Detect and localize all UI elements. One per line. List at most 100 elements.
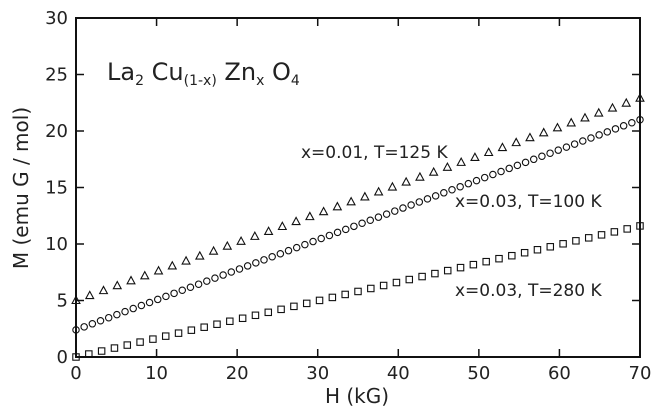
square-marker — [508, 251, 516, 260]
y-tick-label: 25 — [45, 65, 68, 86]
circle-marker — [538, 152, 546, 161]
circle-marker — [104, 313, 113, 322]
circle-marker — [448, 186, 456, 194]
triangle-marker — [566, 117, 577, 127]
triangle-marker — [580, 112, 590, 122]
circle-marker — [423, 195, 432, 203]
circle-marker — [292, 243, 301, 252]
circle-marker — [431, 192, 440, 200]
x-tick-label: 60 — [548, 363, 571, 384]
triangle-marker — [112, 280, 123, 290]
circle-marker — [587, 134, 595, 142]
circle-marker — [570, 140, 579, 148]
square-marker — [443, 266, 452, 275]
triangle-marker — [360, 191, 370, 201]
x-tick-label: 0 — [70, 363, 81, 384]
circle-marker — [80, 323, 88, 331]
circle-marker — [464, 179, 473, 188]
circle-marker — [145, 298, 154, 307]
square-marker — [187, 326, 196, 334]
triangle-marker — [373, 186, 384, 196]
data-markers — [71, 92, 645, 361]
square-marker — [161, 332, 170, 340]
square-marker — [610, 228, 619, 236]
square-marker — [405, 275, 414, 284]
triangle-marker — [263, 226, 274, 235]
square-marker — [85, 350, 93, 358]
circle-marker — [276, 249, 285, 258]
circle-marker — [611, 125, 620, 133]
triangle-marker — [428, 166, 439, 176]
square-marker — [238, 314, 247, 323]
square-marker — [341, 290, 349, 299]
x-axis-ticks: 0 10 20 30 40 50 60 70 — [70, 18, 651, 384]
circle-marker — [121, 307, 129, 316]
square-marker — [213, 320, 221, 328]
circle-marker — [480, 173, 489, 182]
triangle-marker — [291, 216, 301, 226]
square-marker — [379, 281, 388, 290]
triangle-marker — [318, 206, 329, 216]
circle-marker — [170, 289, 178, 298]
triangle-marker — [167, 260, 178, 270]
x-tick-label: 20 — [226, 363, 249, 384]
circle-marker — [562, 143, 571, 151]
x-tick-label: 10 — [145, 363, 168, 384]
circle-marker — [472, 176, 481, 185]
circle-marker — [301, 240, 309, 249]
triangle-marker — [332, 201, 343, 211]
square-marker — [418, 272, 426, 281]
circle-marker — [268, 253, 276, 261]
circle-marker — [636, 115, 644, 124]
square-marker — [572, 237, 580, 245]
circle-marker — [505, 164, 513, 173]
y-tick-label: 20 — [45, 121, 68, 142]
circle-marker — [113, 310, 121, 319]
circle-marker — [546, 149, 554, 157]
series-label-circle: x=0.03, T=100 K — [455, 192, 602, 212]
square-marker — [302, 299, 311, 308]
triangle-marker — [346, 196, 356, 206]
square-marker — [315, 296, 324, 305]
triangle-marker — [181, 255, 191, 265]
circle-marker — [350, 222, 358, 231]
circle-marker — [186, 283, 195, 291]
square-marker — [136, 338, 144, 346]
circle-marker — [325, 231, 334, 240]
triangle-marker — [497, 142, 508, 152]
triangle-marker — [415, 171, 425, 181]
circle-marker — [333, 228, 342, 237]
triangle-marker — [305, 211, 315, 221]
square-marker — [264, 308, 273, 317]
circle-marker — [529, 155, 538, 164]
triangle-marker — [442, 161, 453, 171]
square-marker — [290, 302, 298, 311]
circle-marker — [513, 161, 522, 170]
x-axis-title: H (kG) — [325, 384, 389, 408]
y-axis-title: M (emu G / mol) — [9, 107, 33, 269]
square-marker — [123, 341, 132, 349]
x-tick-label: 30 — [306, 363, 329, 384]
square-marker — [533, 246, 542, 254]
triangle-marker — [635, 92, 645, 102]
circle-marker — [203, 277, 211, 285]
circle-marker — [284, 246, 293, 255]
circle-marker — [521, 158, 530, 167]
square-marker — [200, 323, 208, 331]
square-marker — [431, 269, 439, 278]
square-marker — [174, 329, 183, 337]
x-tick-label: 50 — [467, 363, 490, 384]
circle-marker — [489, 170, 497, 179]
circle-marker — [415, 198, 424, 206]
triangle-marker — [401, 176, 411, 186]
circle-marker — [619, 122, 628, 130]
triangle-marker — [250, 231, 260, 240]
triangle-marker — [126, 275, 136, 285]
triangle-marker — [593, 107, 604, 117]
triangle-marker — [483, 147, 494, 157]
circle-marker — [366, 216, 375, 224]
circle-marker — [227, 268, 236, 276]
circle-marker — [595, 131, 603, 139]
